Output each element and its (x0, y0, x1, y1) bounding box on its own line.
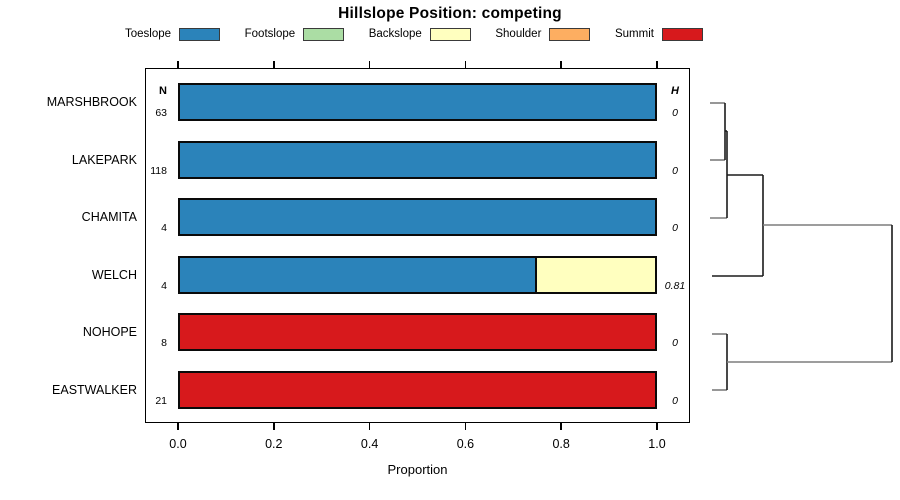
n-column-header: N (159, 85, 167, 97)
bar-segment-summit (178, 371, 657, 409)
bar-segment-summit (178, 313, 657, 352)
x-tick-label: 0.6 (456, 437, 475, 451)
x-tick-bottom (273, 423, 275, 430)
legend-label: Backslope (368, 28, 422, 40)
bar-row (178, 198, 657, 237)
x-tick-label: 0.2 (265, 437, 283, 451)
h-value: 0 (672, 107, 678, 119)
x-tick-top (177, 61, 179, 68)
bar-segment-toeslope (178, 198, 657, 237)
legend-item-shoulder: Shoulder (495, 27, 591, 41)
legend-label: Footslope (244, 28, 296, 40)
bar-row (178, 140, 657, 179)
y-axis-label: LAKEPARK (71, 152, 137, 167)
bar-segment-toeslope (178, 255, 537, 294)
x-tick-bottom (656, 423, 658, 430)
x-tick-top (656, 61, 658, 68)
legend-label: Summit (614, 28, 654, 40)
n-value: 21 (155, 395, 167, 407)
x-tick-top (368, 61, 371, 68)
y-axis-label: NOHOPE (82, 325, 137, 340)
legend-item-footslope: Footslope (244, 27, 345, 41)
h-value: 0 (672, 164, 678, 177)
x-tick-label: 0.4 (360, 437, 379, 451)
bar-row (178, 83, 657, 121)
legend-item-toeslope: Toeslope (125, 27, 221, 41)
x-axis-title: Proportion (387, 462, 448, 477)
legend-label: Toeslope (125, 28, 172, 40)
n-value: 4 (161, 279, 167, 292)
h-value: 0 (672, 395, 678, 407)
legend-swatch (429, 27, 471, 41)
x-tick-top (273, 61, 275, 68)
bar-segment-toeslope (178, 83, 657, 121)
x-tick-bottom (560, 423, 562, 430)
legend-swatch (549, 27, 591, 41)
y-axis-label: MARSHBROOK (46, 95, 137, 109)
legend-label: Shoulder (495, 28, 542, 40)
legend-swatch (179, 27, 221, 41)
legend-swatch (303, 27, 345, 41)
x-tick-top (560, 61, 562, 68)
n-value: 4 (161, 222, 167, 235)
n-value: 63 (155, 107, 167, 119)
bar-row (178, 313, 657, 352)
bar-segment-toeslope (178, 140, 657, 179)
h-value: 0 (672, 222, 678, 235)
x-tick-bottom (464, 423, 467, 430)
h-column-header: H (671, 85, 679, 97)
x-tick-bottom (368, 423, 371, 430)
n-value: 118 (150, 164, 167, 177)
y-axis-label: CHAMITA (81, 210, 137, 225)
x-tick-label: 1.0 (648, 437, 666, 451)
x-tick-label: 0.8 (552, 437, 570, 451)
legend: Toeslope Footslope Backslope Shoulder Summit (125, 26, 703, 42)
bar-segment-backslope (535, 255, 657, 294)
y-axis-label: WELCH (91, 267, 137, 282)
n-value: 8 (161, 337, 167, 350)
x-tick-top (464, 61, 467, 68)
legend-swatch (661, 27, 703, 41)
bar-row (178, 371, 657, 409)
legend-item-backslope: Backslope (368, 27, 471, 41)
legend-item-summit: Summit (614, 27, 703, 41)
plot-box (145, 68, 690, 423)
chart-title: Hillslope Position: competing (338, 5, 562, 22)
x-tick-bottom (177, 423, 179, 430)
h-value: 0 (672, 337, 678, 350)
x-tick-label: 0.0 (169, 437, 187, 451)
bar-row (178, 255, 657, 294)
h-value: 0.81 (664, 279, 686, 292)
y-axis-label: EASTWALKER (52, 383, 137, 397)
